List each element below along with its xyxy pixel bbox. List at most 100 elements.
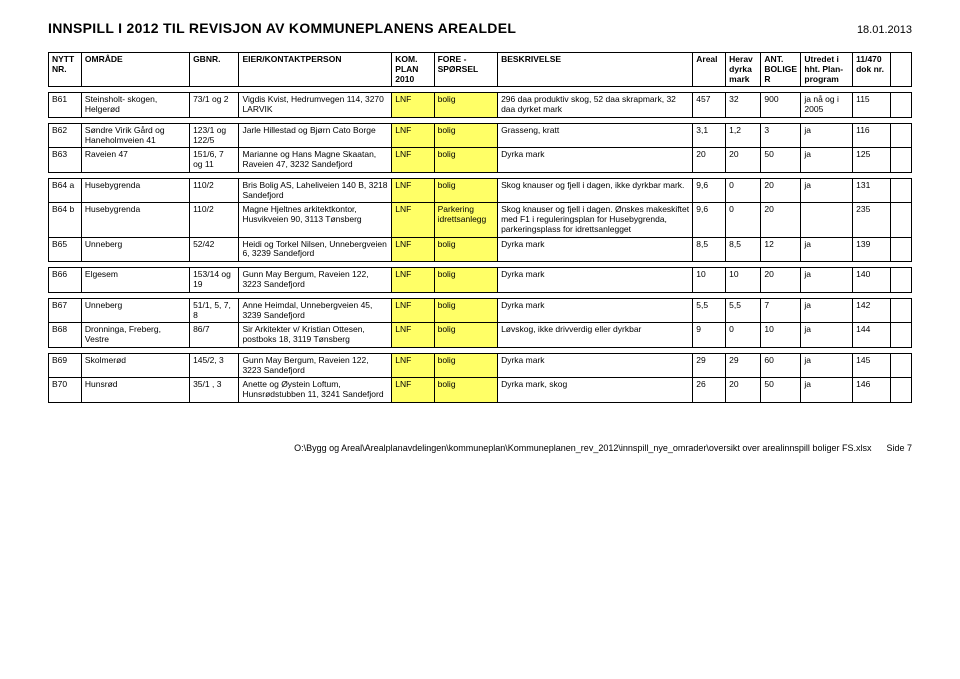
page-title: INNSPILL I 2012 TIL REVISJON AV KOMMUNEP…: [48, 20, 516, 36]
cell-plan: LNF: [392, 353, 434, 378]
cell-utredet: ja: [801, 148, 853, 173]
cell-omrade: Søndre Virik Gård og Haneholmveien 41: [81, 123, 189, 148]
table-row: B64 bHusebygrenda110/2Magne Hjeltnes ark…: [49, 203, 912, 237]
cell-eier: Vigdis Kvist, Hedrumvegen 114, 3270 LARV…: [239, 93, 392, 118]
col-plan: KOM. PLAN 2010: [392, 53, 434, 87]
cell-nr: B62: [49, 123, 82, 148]
cell-areal: 8,5: [693, 237, 726, 262]
cell-besk: Dyrka mark: [498, 237, 693, 262]
cell-bolig: 20: [761, 178, 801, 203]
cell-dok: 131: [853, 178, 891, 203]
cell-nr: B69: [49, 353, 82, 378]
table-row: B65Unneberg52/42Heidi og Torkel Nilsen, …: [49, 237, 912, 262]
cell-eier: Anette og Øystein Loftum, Hunsrødstubben…: [239, 378, 392, 403]
cell-besk: Dyrka mark: [498, 298, 693, 323]
cell-blank: [890, 298, 911, 323]
cell-besk: Dyrka mark: [498, 353, 693, 378]
cell-utredet: ja: [801, 178, 853, 203]
cell-omrade: Raveien 47: [81, 148, 189, 173]
cell-bolig: 12: [761, 237, 801, 262]
cell-bolig: 3: [761, 123, 801, 148]
cell-eier: Gunn May Bergum, Raveien 122, 3223 Sande…: [239, 353, 392, 378]
table-row: B69Skolmerød145/2, 3Gunn May Bergum, Rav…: [49, 353, 912, 378]
cell-plan: LNF: [392, 148, 434, 173]
cell-bolig: 20: [761, 268, 801, 293]
cell-utredet: ja: [801, 323, 853, 348]
cell-besk: Dyrka mark, skog: [498, 378, 693, 403]
cell-fore: bolig: [434, 237, 497, 262]
cell-fore: bolig: [434, 123, 497, 148]
cell-bolig: 900: [761, 93, 801, 118]
cell-bolig: 60: [761, 353, 801, 378]
col-omrade: OMRÅDE: [81, 53, 189, 87]
cell-blank: [890, 353, 911, 378]
cell-dyrka: 1,2: [726, 123, 761, 148]
cell-omrade: Elgesem: [81, 268, 189, 293]
cell-gbnr: 52/42: [190, 237, 239, 262]
col-bolig: ANT. BOLIGE R: [761, 53, 801, 87]
cell-nr: B68: [49, 323, 82, 348]
cell-bolig: 7: [761, 298, 801, 323]
cell-blank: [890, 203, 911, 237]
cell-utredet: ja: [801, 237, 853, 262]
cell-bolig: 10: [761, 323, 801, 348]
cell-gbnr: 86/7: [190, 323, 239, 348]
col-besk: BESKRIVELSE: [498, 53, 693, 87]
table-row: B63Raveien 47151/6, 7 og 11Marianne og H…: [49, 148, 912, 173]
cell-fore: bolig: [434, 378, 497, 403]
cell-dok: 116: [853, 123, 891, 148]
cell-besk: 296 daa produktiv skog, 52 daa skrapmark…: [498, 93, 693, 118]
cell-besk: Grasseng, kratt: [498, 123, 693, 148]
cell-eier: Marianne og Hans Magne Skaatan, Raveien …: [239, 148, 392, 173]
cell-dok: 125: [853, 148, 891, 173]
cell-plan: LNF: [392, 178, 434, 203]
cell-gbnr: 110/2: [190, 178, 239, 203]
cell-besk: Skog knauser og fjell i dagen. Ønskes ma…: [498, 203, 693, 237]
cell-fore: bolig: [434, 298, 497, 323]
cell-areal: 10: [693, 268, 726, 293]
cell-dyrka: 0: [726, 203, 761, 237]
col-areal: Areal: [693, 53, 726, 87]
cell-eier: Sir Arkitekter v/ Kristian Ottesen, post…: [239, 323, 392, 348]
cell-blank: [890, 378, 911, 403]
data-table: NYTT NR. OMRÅDE GBNR. EIER/KONTAKTPERSON…: [48, 52, 912, 403]
cell-nr: B63: [49, 148, 82, 173]
cell-utredet: ja: [801, 298, 853, 323]
table-row: B70Hunsrød35/1 , 3Anette og Øystein Loft…: [49, 378, 912, 403]
cell-nr: B61: [49, 93, 82, 118]
cell-eier: Magne Hjeltnes arkitektkontor, Husvikvei…: [239, 203, 392, 237]
cell-plan: LNF: [392, 237, 434, 262]
table-row: B66Elgesem153/14 og 19Gunn May Bergum, R…: [49, 268, 912, 293]
cell-plan: LNF: [392, 378, 434, 403]
cell-fore: bolig: [434, 353, 497, 378]
cell-utredet: ja: [801, 353, 853, 378]
table-row: B61Steinsholt- skogen, Helgerød73/1 og 2…: [49, 93, 912, 118]
cell-fore: bolig: [434, 148, 497, 173]
cell-dok: 146: [853, 378, 891, 403]
cell-gbnr: 123/1 og 122/5: [190, 123, 239, 148]
page-footer: O:\Bygg og Areal\Arealplanavdelingen\kom…: [48, 443, 912, 453]
cell-dyrka: 20: [726, 148, 761, 173]
col-dyrka: Herav dyrka mark: [726, 53, 761, 87]
cell-eier: Anne Heimdal, Unnebergveien 45, 3239 San…: [239, 298, 392, 323]
cell-nr: B64 a: [49, 178, 82, 203]
cell-eier: Bris Bolig AS, Laheliveien 140 B, 3218 S…: [239, 178, 392, 203]
cell-omrade: Unneberg: [81, 237, 189, 262]
cell-areal: 3,1: [693, 123, 726, 148]
cell-dyrka: 29: [726, 353, 761, 378]
cell-omrade: Dronninga, Freberg, Vestre: [81, 323, 189, 348]
cell-blank: [890, 323, 911, 348]
col-utredet: Utredet i hht. Plan-program: [801, 53, 853, 87]
cell-eier: Heidi og Torkel Nilsen, Unnebergveien 6,…: [239, 237, 392, 262]
cell-areal: 20: [693, 148, 726, 173]
cell-omrade: Unneberg: [81, 298, 189, 323]
col-nr: NYTT NR.: [49, 53, 82, 87]
cell-fore: Parkering idrettsanlegg: [434, 203, 497, 237]
cell-areal: 9,6: [693, 178, 726, 203]
cell-blank: [890, 178, 911, 203]
cell-plan: LNF: [392, 268, 434, 293]
cell-omrade: Steinsholt- skogen, Helgerød: [81, 93, 189, 118]
cell-utredet: ja nå og i 2005: [801, 93, 853, 118]
cell-fore: bolig: [434, 323, 497, 348]
cell-plan: LNF: [392, 123, 434, 148]
